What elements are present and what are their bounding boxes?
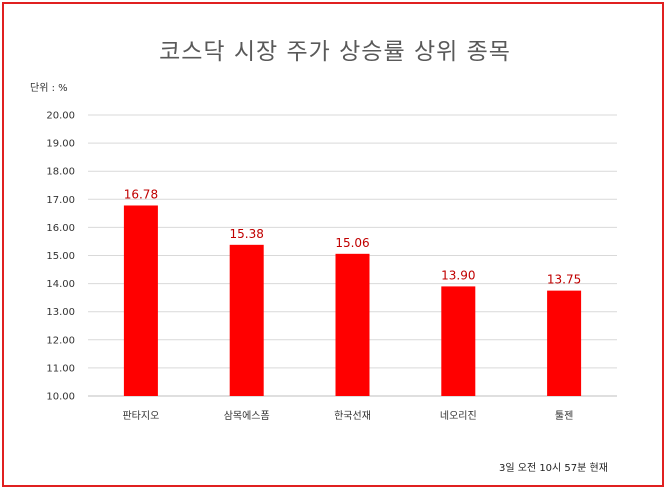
bar bbox=[441, 286, 476, 396]
y-axis-ticks: 10.00 11.00 12.00 13.00 14.00 15.00 16.00 17.00… bbox=[46, 111, 75, 403]
y-tick-label: 16.00 bbox=[46, 223, 75, 234]
data-label: 15.06 bbox=[335, 236, 369, 250]
y-tick-label: 10.00 bbox=[46, 392, 75, 403]
bar bbox=[123, 205, 158, 396]
y-tick-label: 12.00 bbox=[46, 335, 75, 346]
data-label: 16.78 bbox=[124, 187, 158, 201]
footnote: 3일 오전 10시 57분 현재 bbox=[499, 463, 608, 474]
y-tick-label: 19.00 bbox=[46, 139, 75, 150]
y-tick-label: 13.00 bbox=[46, 307, 75, 318]
chart-frame bbox=[2, 2, 664, 487]
bar bbox=[335, 253, 370, 396]
x-tick-label: 한국선재 bbox=[334, 410, 371, 422]
bar bbox=[547, 290, 582, 396]
data-label: 13.75 bbox=[547, 273, 581, 287]
x-tick-label: 툴젠 bbox=[555, 410, 573, 422]
y-tick-label: 17.00 bbox=[46, 195, 75, 206]
y-tick-label: 15.00 bbox=[46, 251, 75, 262]
bar bbox=[229, 244, 264, 396]
data-label: 15.38 bbox=[230, 227, 264, 241]
y-tick-label: 11.00 bbox=[46, 363, 75, 374]
x-tick-label: 삼목에스폼 bbox=[224, 410, 270, 422]
x-tick-label: 네오리진 bbox=[440, 410, 477, 422]
x-tick-label: 판타지오 bbox=[122, 410, 159, 422]
y-tick-label: 18.00 bbox=[46, 167, 75, 178]
data-label: 13.90 bbox=[441, 268, 475, 282]
chart-title: 코스닥 시장 주가 상승률 상위 종목 bbox=[159, 39, 511, 65]
unit-label: 단위 : % bbox=[30, 83, 68, 94]
bars bbox=[123, 205, 582, 396]
data-labels: 16.78 15.38 15.06 13.90 13.75 bbox=[124, 187, 582, 286]
y-tick-label: 20.00 bbox=[46, 111, 75, 122]
y-tick-label: 14.00 bbox=[46, 279, 75, 290]
x-axis-categories: 판타지오 삼목에스폼 한국선재 네오리진 툴젠 bbox=[122, 410, 573, 422]
